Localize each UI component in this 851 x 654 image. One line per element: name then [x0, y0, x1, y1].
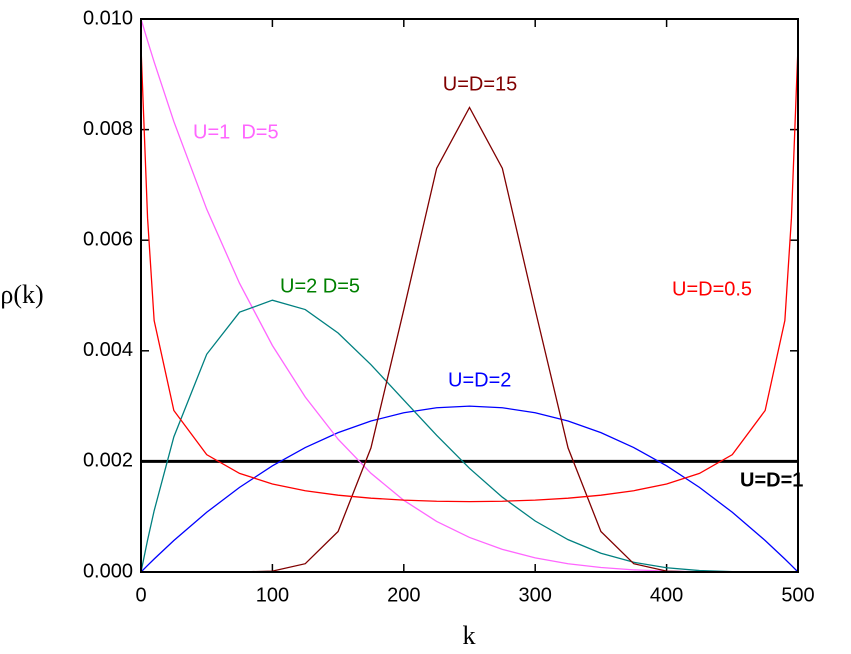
- y-tick-label: 0.010: [83, 7, 133, 29]
- series-label: U=D=2: [448, 369, 511, 391]
- series-line: [141, 106, 798, 573]
- series-label: U=2 D=5: [280, 275, 360, 297]
- y-tick-label: 0.004: [83, 339, 133, 361]
- plot-frame: [140, 18, 799, 573]
- series-label: U=D=15: [443, 73, 518, 95]
- x-tick-label: 500: [781, 584, 814, 606]
- x-tick-label: 100: [256, 584, 289, 606]
- series-label: U=D=1: [740, 469, 803, 491]
- y-tick-label: 0.006: [83, 228, 133, 250]
- x-tick-label: 0: [135, 584, 146, 606]
- y-tick-label: 0.002: [83, 450, 133, 472]
- y-tick-label: 0.000: [83, 560, 133, 582]
- x-tick-label: 300: [519, 584, 552, 606]
- series-line: [140, 299, 798, 573]
- y-axis-label: ρ(k): [0, 280, 43, 309]
- x-tick-label: 400: [650, 584, 683, 606]
- series-line: [140, 46, 799, 503]
- series-label: U=1 D=5: [193, 121, 279, 143]
- series-line: [140, 405, 799, 573]
- x-tick-label: 200: [387, 584, 420, 606]
- y-tick-label: 0.008: [83, 118, 133, 140]
- series-label: U=D=0.5: [672, 278, 752, 300]
- x-axis-label: k: [463, 621, 476, 650]
